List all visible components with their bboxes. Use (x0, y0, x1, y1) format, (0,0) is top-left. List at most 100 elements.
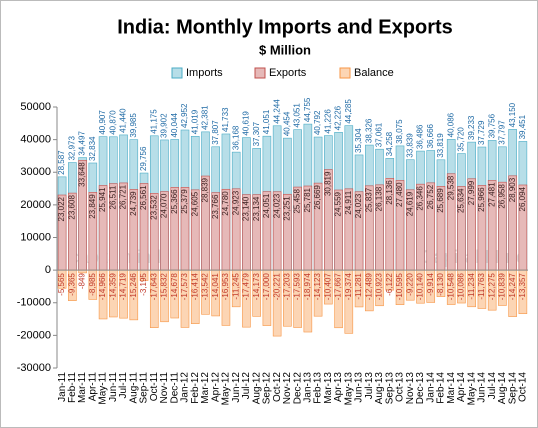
x-tick-label: Aug-14 (497, 372, 508, 405)
data-label: 32,834 (88, 136, 97, 161)
x-tick-label: Dec-12 (292, 372, 303, 405)
legend-swatch (254, 67, 266, 79)
data-label: 23,849 (88, 194, 97, 219)
data-label: 25,458 (293, 189, 302, 214)
x-tick-label: Sep-11 (139, 372, 150, 404)
x-tick-label: Jan-12 (180, 372, 191, 403)
y-tick-label: -30000 (17, 362, 51, 374)
data-label: 26,958 (498, 184, 507, 209)
data-label: 25,634 (457, 188, 466, 213)
data-label: 28,903 (508, 177, 517, 202)
x-tick-label: May-12 (221, 372, 232, 406)
data-label: 43,150 (508, 102, 517, 127)
data-label: 42,952 (180, 103, 189, 128)
data-label: 41,019 (190, 109, 199, 134)
data-label: -17,479 (242, 273, 251, 301)
data-label: 24,023 (272, 193, 281, 218)
data-label: 24,619 (405, 191, 414, 216)
data-label: -14,041 (211, 273, 220, 301)
chart-title: India: Monthly Imports and Exports (117, 16, 453, 38)
x-tick-label: Nov-12 (282, 372, 293, 405)
data-label: 33,819 (436, 133, 445, 158)
data-label: -11,281 (354, 273, 363, 300)
data-label: 37,061 (375, 122, 384, 147)
data-label: 24,051 (262, 193, 271, 218)
data-label: 39,902 (160, 113, 169, 138)
data-label: 24,911 (344, 190, 353, 214)
data-label: -12,489 (364, 273, 373, 301)
data-label: 34,497 (78, 131, 87, 156)
data-label: 40,044 (170, 112, 179, 137)
data-label: 25,366 (170, 189, 179, 214)
data-label: 23,140 (242, 196, 251, 221)
data-label: 25,379 (180, 189, 189, 214)
data-label: 41,440 (119, 108, 128, 133)
data-label: 24,605 (190, 191, 199, 216)
data-label: 41,733 (221, 107, 230, 132)
data-label: -17,667 (334, 273, 343, 301)
data-label: 41,175 (149, 109, 158, 134)
data-label: -14,678 (170, 273, 179, 301)
data-label: 26,669 (313, 185, 322, 210)
data-label: 42,381 (201, 105, 210, 130)
data-label: 24,559 (334, 191, 343, 216)
data-label: -17,573 (180, 273, 189, 301)
x-tick-label: Jun-14 (477, 372, 488, 403)
data-label: -14,247 (508, 273, 517, 301)
x-tick-label: Apr-14 (456, 372, 467, 402)
x-tick-label: May-14 (466, 372, 477, 406)
data-label: 39,233 (467, 115, 476, 140)
data-label: 24,780 (221, 191, 230, 216)
data-label: -9,220 (405, 273, 414, 296)
data-label: 25,837 (364, 187, 373, 212)
y-tick-label: 40000 (20, 134, 51, 146)
x-tick-label: Apr-13 (333, 372, 344, 402)
data-label: 40,870 (108, 110, 117, 135)
data-label: 39,451 (518, 114, 527, 139)
x-tick-label: Jul-13 (364, 372, 375, 400)
x-tick-label: Jul-11 (118, 372, 129, 399)
data-label: -9,365 (67, 273, 76, 296)
y-tick-label: -10000 (17, 297, 51, 309)
x-tick-label: Nov-13 (405, 372, 416, 405)
data-label: -9,914 (426, 273, 435, 296)
x-tick-label: Mar-13 (323, 372, 334, 404)
data-label: 28,136 (385, 180, 394, 205)
data-label: -10,595 (395, 273, 404, 301)
x-tick-label: Oct-14 (518, 372, 529, 402)
data-label: 25,966 (477, 187, 486, 212)
data-label: 44,755 (303, 97, 312, 122)
data-label: 23,134 (252, 196, 261, 221)
data-label: -6,122 (385, 273, 394, 296)
x-tick-label: Mar-12 (200, 372, 211, 404)
data-label: 26,094 (518, 186, 527, 211)
x-tick-label: Aug-12 (251, 372, 262, 405)
y-tick-label: 50000 (20, 101, 51, 113)
data-label: 41,051 (262, 109, 271, 134)
data-label: -8,130 (436, 273, 445, 296)
data-label: 29,756 (139, 146, 148, 171)
data-label: 35,720 (457, 127, 466, 152)
y-tick-label: -20000 (17, 329, 51, 341)
data-label: 24,739 (129, 191, 138, 216)
data-label: 33,839 (405, 133, 414, 158)
data-label: 26,346 (416, 186, 425, 211)
data-label: 27,999 (467, 180, 476, 205)
y-tick-label: 0 (45, 264, 51, 276)
data-label: 24,070 (160, 193, 169, 218)
x-tick-label: Dec-11 (169, 372, 180, 404)
data-label: -14,719 (119, 273, 128, 301)
y-tick-label: 10000 (20, 231, 51, 243)
data-label: 37,807 (211, 120, 220, 145)
x-tick-label: Jan-14 (425, 372, 436, 403)
y-tick-label: 20000 (20, 199, 51, 211)
data-label: 23,532 (149, 195, 158, 220)
data-label: 29,538 (446, 175, 455, 200)
data-label: -17,593 (293, 273, 302, 301)
x-tick-label: May-11 (98, 372, 109, 405)
data-label: 25,689 (436, 188, 445, 213)
data-label: 40,454 (282, 111, 291, 136)
data-label: 25,781 (303, 187, 312, 212)
data-label: 23,766 (211, 194, 220, 219)
x-tick-label: Oct-12 (272, 372, 283, 402)
